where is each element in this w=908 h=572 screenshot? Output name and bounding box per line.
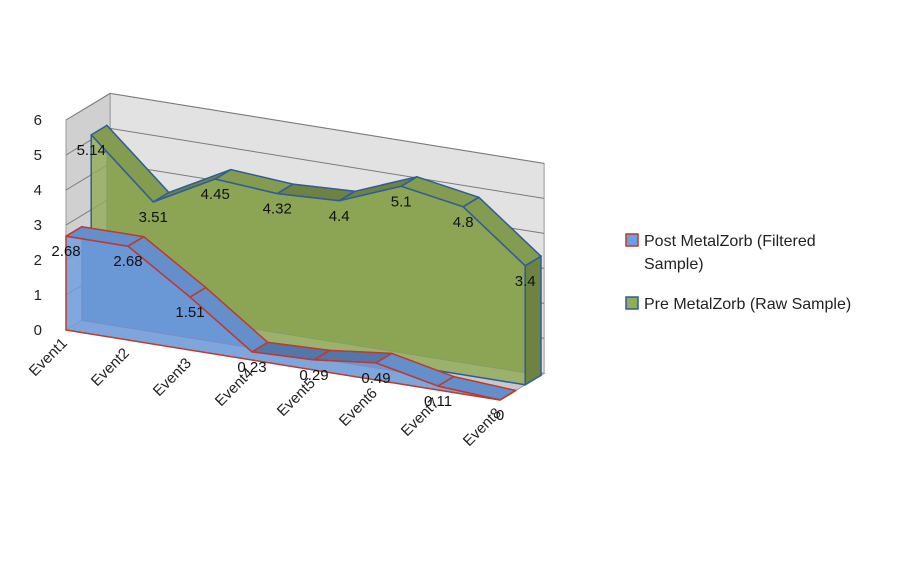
x-category-label: Event4 (212, 365, 257, 410)
data-label-pre: 5.14 (77, 142, 106, 159)
legend-label: Post MetalZorb (Filtered (644, 233, 816, 250)
y-tick-label: 4 (34, 182, 42, 199)
data-label-pre: 3.51 (139, 209, 168, 226)
data-labels: 5.14 3.51 4.45 4.32 4.4 5.1 4.8 3.4 2.68 2.68 1.51… (51, 142, 535, 424)
y-tick-label: 3 (34, 217, 42, 234)
x-category-label: Event8 (460, 405, 505, 450)
data-label-pre: 4.4 (329, 208, 350, 225)
data-label-pre: 3.4 (515, 273, 536, 290)
y-tick-label: 2 (34, 252, 42, 269)
legend-label: Pre MetalZorb (Raw Sample) (644, 296, 851, 313)
x-category-label: Event6 (336, 385, 381, 430)
legend-swatch (625, 296, 639, 310)
legend-label: Sample) (644, 256, 704, 273)
data-label-post: 2.68 (51, 243, 80, 260)
data-label-post: 0.49 (361, 370, 390, 387)
y-tick-label: 6 (34, 112, 42, 129)
gridline (65, 92, 545, 164)
x-category-label: Event7 (398, 395, 443, 440)
data-label-post: 0 (496, 407, 504, 424)
legend-swatch (625, 233, 639, 247)
y-tick-label: 5 (34, 147, 42, 164)
legend: Post MetalZorb (Filtered Sample) Pre Metal… (625, 233, 851, 313)
x-category-label: Event2 (88, 345, 133, 390)
y-tick-label: 0 (34, 322, 42, 339)
y-axis-ticks: 0 1 2 3 4 5 6 (34, 112, 42, 339)
data-label-post: 0.11 (424, 393, 452, 410)
post-series-front-face (65, 235, 501, 401)
x-category-label: Event5 (274, 375, 319, 420)
data-label-pre: 4.8 (453, 214, 474, 231)
data-label-post: 2.68 (113, 253, 142, 270)
data-label-pre: 4.45 (201, 186, 230, 203)
y-tick-label: 1 (34, 287, 42, 304)
data-label-post: 1.51 (175, 304, 204, 321)
post-series-end-cap (499, 389, 517, 401)
x-category-label: Event1 (26, 335, 71, 380)
data-label-post: 0.29 (299, 367, 328, 384)
data-label-post: 0.23 (237, 359, 266, 376)
data-label-pre: 4.32 (263, 201, 292, 218)
data-label-pre: 5.1 (391, 193, 412, 210)
series-post-metalzorb (65, 225, 517, 401)
x-category-label: Event3 (150, 355, 195, 400)
